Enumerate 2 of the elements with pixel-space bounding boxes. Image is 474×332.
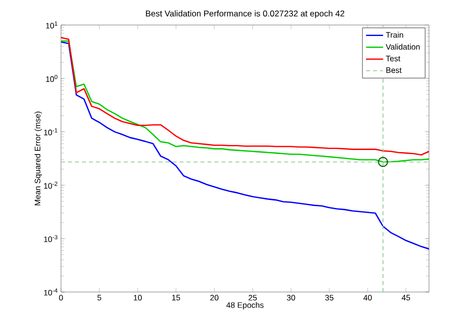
chart-title: Best Validation Performance is 0.027232 at epoch 42 <box>146 10 344 18</box>
line-series <box>61 41 429 250</box>
